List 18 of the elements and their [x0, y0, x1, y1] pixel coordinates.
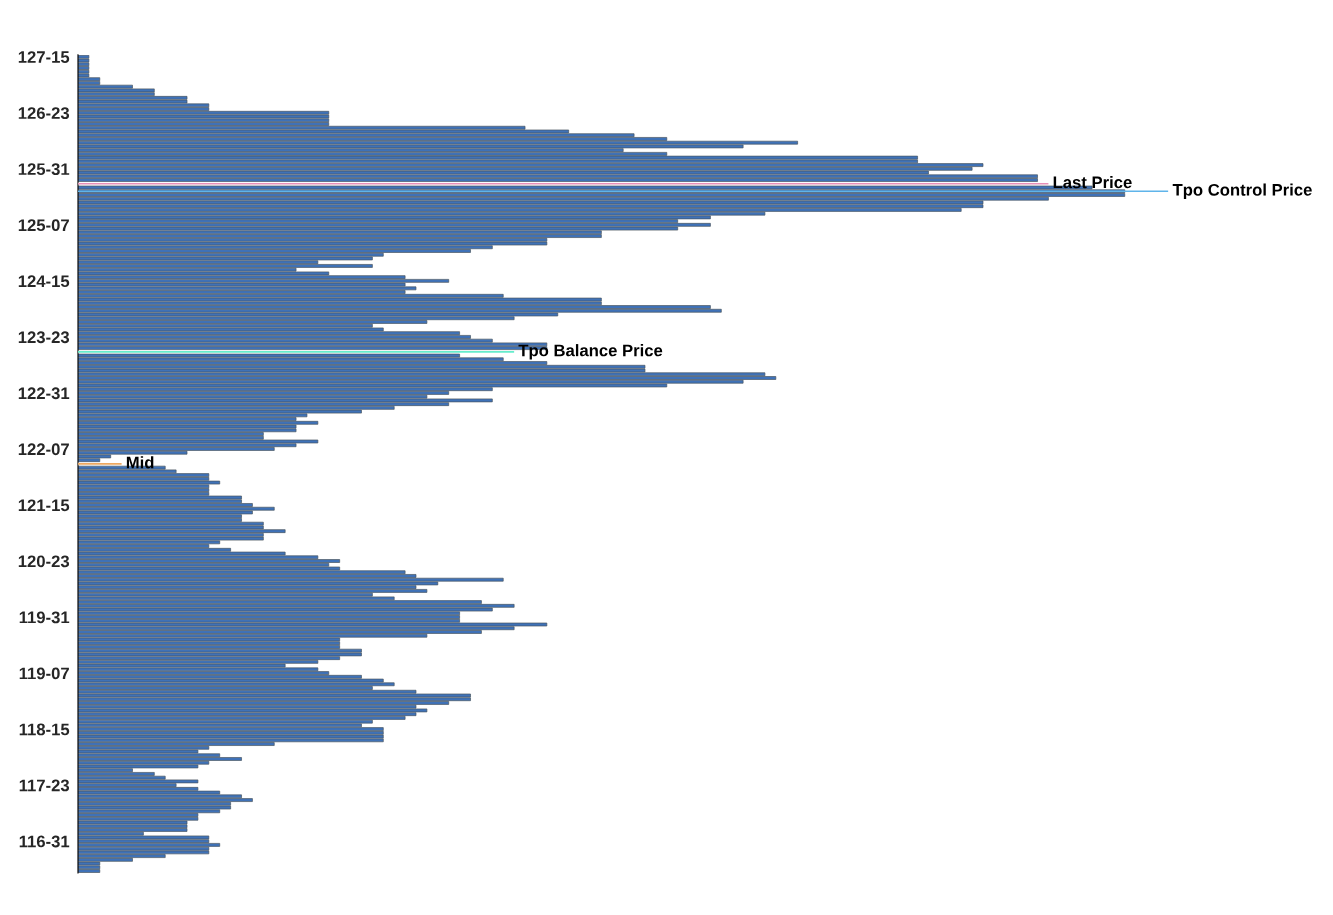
- y-tick-label: 116-31: [19, 835, 70, 848]
- y-tick-label: 119-31: [19, 611, 70, 624]
- y-tick-label: 117-23: [19, 779, 70, 792]
- y-tick-label: 119-07: [19, 667, 69, 680]
- y-tick-label: 126-23: [18, 107, 70, 120]
- y-tick-label: 118-15: [19, 723, 70, 736]
- y-tick-label: 124-15: [18, 275, 70, 288]
- series-label: Tpo Control Price: [1172, 183, 1312, 199]
- y-tick-label: 120-23: [18, 555, 70, 568]
- y-tick-label: 122-07: [18, 443, 69, 456]
- y-tick-label: 125-07: [18, 219, 69, 232]
- y-tick-label: 121-15: [18, 499, 70, 512]
- y-tick-label: 123-23: [18, 331, 70, 344]
- y-tick-label: 125-31: [18, 163, 70, 176]
- series-label: Last Price: [1053, 176, 1132, 189]
- series-label: Mid: [126, 456, 154, 469]
- y-tick-label: 122-31: [18, 387, 70, 400]
- y-tick-label: 127-15: [18, 51, 70, 63]
